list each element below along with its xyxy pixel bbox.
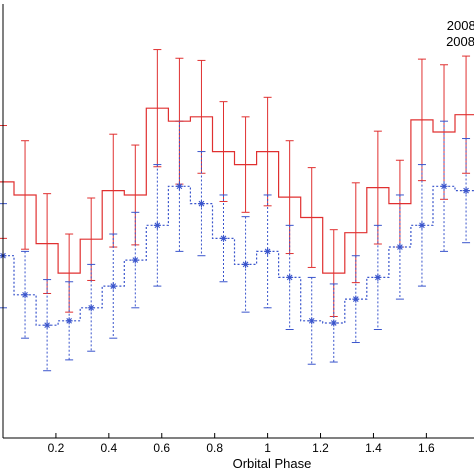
series-2-point [308,317,316,325]
x-tick-label: 1.2 [312,441,329,455]
series-2-point [175,182,183,190]
series-2-point [21,291,29,299]
x-axis-label: Orbital Phase [233,456,312,471]
series-2-error-bar [131,211,140,309]
x-tick-label: 0.8 [206,441,223,455]
series-2-point [87,304,95,312]
series-2-step-line [0,185,474,326]
series-2-point [396,243,404,251]
series-1-step-line [0,107,474,274]
series-2-error-bar [87,263,96,352]
series-2-point [374,273,382,281]
legend-entry-2: 2008 H [446,34,474,49]
x-tick-label: 1.6 [418,441,435,455]
x-tick-label: 0.6 [153,441,170,455]
series-2-error-bar [351,255,360,344]
series-2-point [219,234,227,242]
series-2-point [153,221,161,229]
series-2-point [242,260,250,268]
legend-entry-1: 2008 S [447,18,474,33]
series-2-error-bar [65,281,74,361]
x-tick-label: 0.2 [48,441,65,455]
series-2-point [286,273,294,281]
series-2-point [109,282,117,290]
series-2-point [330,319,338,327]
series-2-point [352,295,360,303]
series-2-point [264,247,272,255]
x-tick-label: 1 [264,441,271,455]
series-2-point [440,182,448,190]
series-2-point [197,200,205,208]
x-tick-label: 0.4 [100,441,117,455]
series-2-point [43,321,51,329]
x-tick-label: 1.4 [365,441,382,455]
series-2-error-bar [307,276,316,365]
series-2-error-bar [21,250,30,339]
series-2-point [462,187,470,195]
series-2-point [131,256,139,264]
series-2-point [65,317,73,325]
series-2-error-bar [241,216,250,313]
series-2-point [418,221,426,229]
series-2-error-bar [219,194,228,283]
series-2-error-bar [329,283,338,363]
